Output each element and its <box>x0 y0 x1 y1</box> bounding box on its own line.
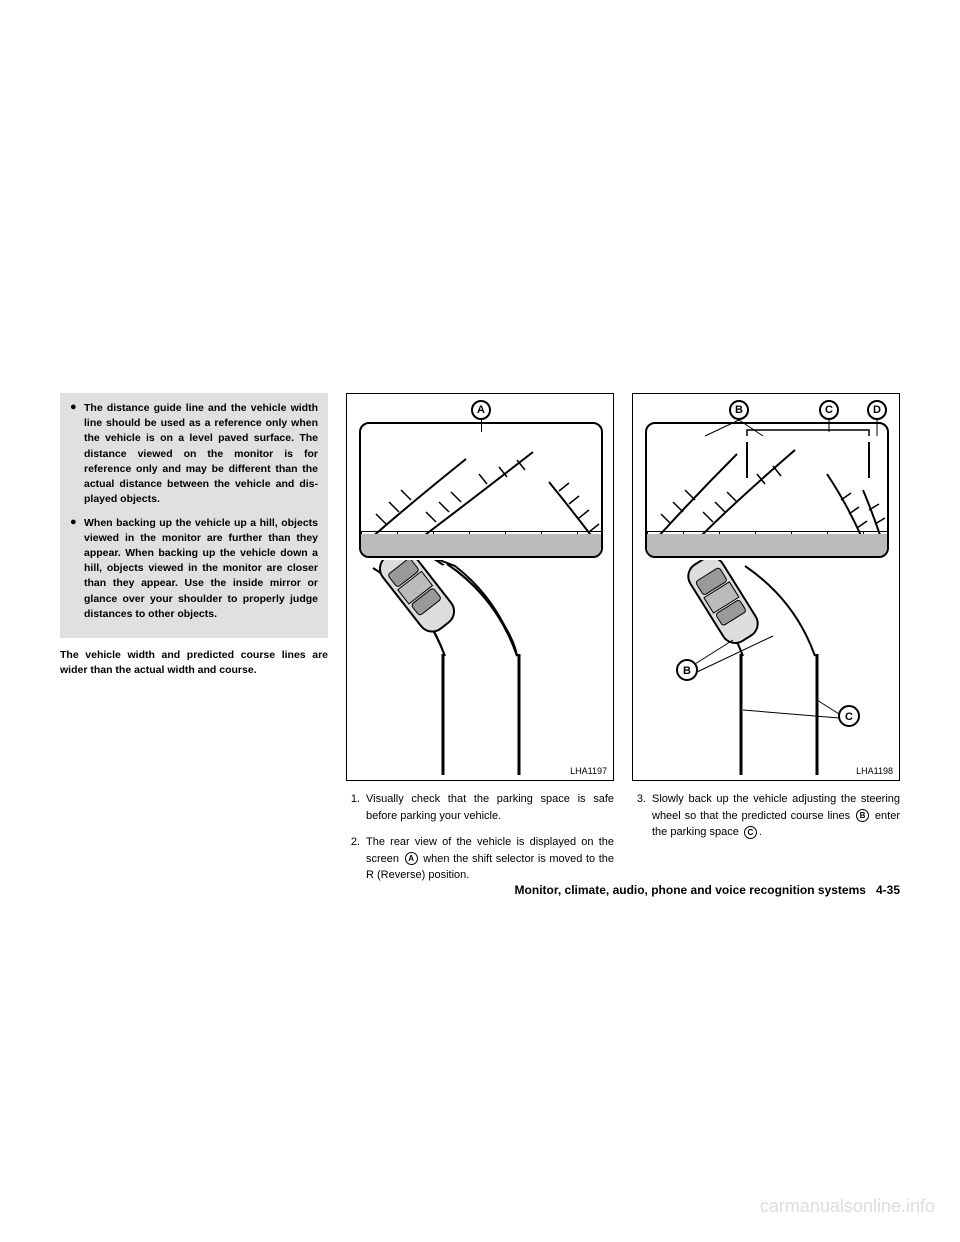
step-number: 2. <box>346 834 366 884</box>
callout-a: A <box>471 400 491 420</box>
warning-box: ● The distance guide line and the vehicl… <box>60 393 328 638</box>
callout-ref-b: B <box>856 809 869 822</box>
step-1: 1. Visually check that the parking space… <box>346 791 614 824</box>
step-2: 2. The rear view of the vehicle is displ… <box>346 834 614 884</box>
column-2: A <box>346 393 614 894</box>
section-title: Monitor, climate, audio, phone and voice… <box>515 883 866 897</box>
monitor-screen <box>359 422 603 558</box>
svg-text:B: B <box>683 665 691 677</box>
watermark: carmanualsonline.info <box>760 1196 935 1217</box>
step-number: 3. <box>632 791 652 841</box>
warning-item: ● When backing up the vehicle up a hill,… <box>70 516 318 623</box>
figure-label: LHA1198 <box>856 766 893 776</box>
step-3: 3. Slowly back up the vehicle adjusting … <box>632 791 900 841</box>
column-1: ● The distance guide line and the vehicl… <box>60 393 328 894</box>
page-footer: Monitor, climate, audio, phone and voice… <box>515 883 900 897</box>
step-text: Slowly back up the vehicle adjusting the… <box>652 791 900 841</box>
figure-label: LHA1197 <box>570 766 607 776</box>
bullet-icon: ● <box>70 401 84 508</box>
warning-text: The distance guide line and the vehicle … <box>84 401 318 508</box>
svg-text:C: C <box>845 711 853 723</box>
figure-2: B C D <box>632 393 900 781</box>
step-text-post: when the shift selector is moved to the … <box>366 853 614 882</box>
callout-ref-a: A <box>405 852 418 865</box>
column-3: B C D <box>632 393 900 894</box>
overhead-diagram <box>347 560 615 780</box>
ground-strip <box>647 534 887 556</box>
warning-item: ● The distance guide line and the vehicl… <box>70 401 318 508</box>
page-number: 4-35 <box>876 883 900 897</box>
ground-strip <box>361 534 601 556</box>
step-text: The rear view of the vehicle is displaye… <box>366 834 614 884</box>
step-text-post: . <box>759 826 762 838</box>
page-content: ● The distance guide line and the vehicl… <box>60 393 900 894</box>
step-number: 1. <box>346 791 366 824</box>
warning-text: When backing up the vehicle up a hill, o… <box>84 516 318 623</box>
step-text: Visually check that the parking space is… <box>366 791 614 824</box>
callout-ref-c: C <box>744 826 757 839</box>
note-text: The vehicle width and predicted course l… <box>60 648 328 678</box>
figure-1: A <box>346 393 614 781</box>
monitor-screen <box>645 422 889 558</box>
overhead-diagram: B C <box>633 560 901 780</box>
bullet-icon: ● <box>70 516 84 623</box>
